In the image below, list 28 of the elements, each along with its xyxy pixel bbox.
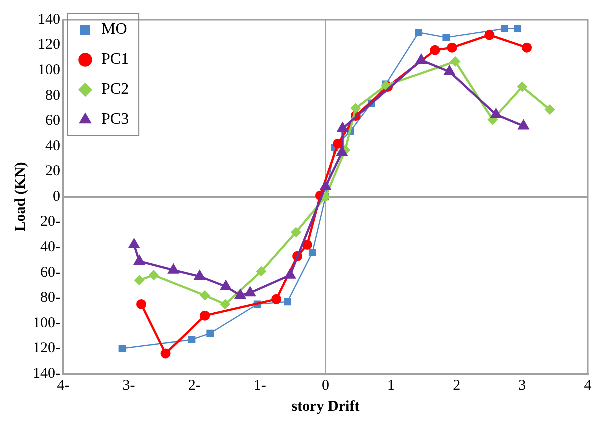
y-tick-label: 60 (45, 113, 60, 130)
y-tick-label: 100 (38, 62, 60, 79)
legend-label: MO (101, 21, 128, 38)
y-tick-label: 100- (32, 315, 60, 332)
y-tick-label: 20- (40, 214, 60, 230)
y-tick-label: 20 (45, 164, 60, 180)
y-tick-label: 0 (52, 188, 60, 205)
legend-label: PC3 (101, 111, 130, 128)
y-tick-label: 80 (45, 88, 60, 104)
x-tick-label: 2 (453, 378, 461, 394)
x-tick-label: 3- (122, 378, 136, 394)
y-tick-label: 140 (38, 12, 60, 28)
y-tick-label: 40- (40, 240, 60, 256)
y-tick-label: 80- (40, 290, 60, 306)
y-tick-label: 40 (45, 138, 60, 154)
legend-label: PC1 (101, 51, 130, 68)
x-tick-label: 0 (322, 378, 330, 394)
x-tick-label: 1- (254, 378, 266, 394)
x-tick-label: 4 (584, 378, 592, 394)
x-tick-label: 3 (518, 378, 526, 394)
x-tick-label: 2- (188, 378, 201, 394)
y-tick-label: 120- (32, 340, 60, 357)
y-tick-label: 60- (40, 264, 60, 281)
legend-label: PC2 (101, 81, 130, 98)
x-tick-label: 1 (388, 378, 396, 394)
y-axis-title: Load (KN) (12, 162, 29, 232)
y-tick-label: 120 (38, 37, 60, 54)
x-axis-title: story Drift (292, 398, 360, 415)
